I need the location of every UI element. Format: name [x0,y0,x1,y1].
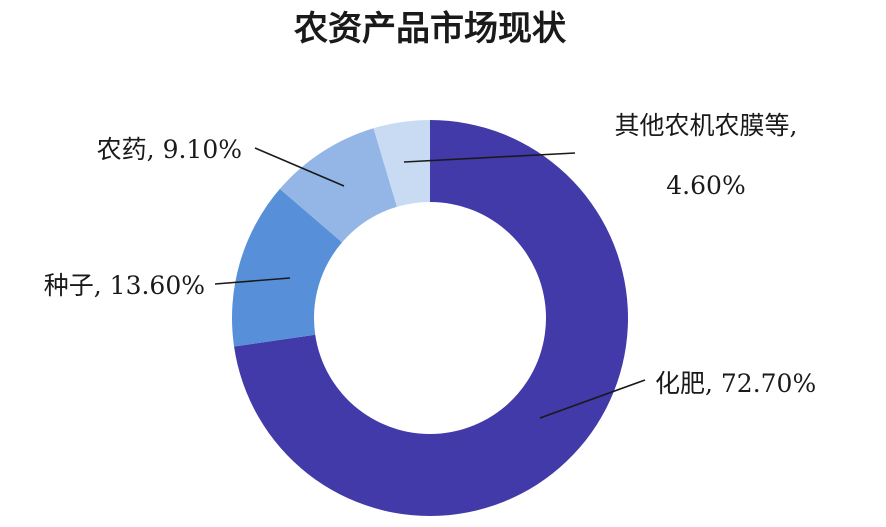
slice-label-0: 化肥, 72.70% [655,369,816,398]
leader-lines [214,147,646,419]
chart-title: 农资产品市场现状 [294,9,567,49]
slice-label-3-value: 4.60% [666,171,745,200]
slice-0 [234,120,628,516]
slice-3 [373,120,430,207]
slice-2 [279,128,397,243]
slice-labels: 化肥, 72.70% 种子, 13.60% 农药, 9.10% 其他农机农膜等, 4.6… [44,111,816,398]
slice-label-1: 种子, 13.60% [44,271,205,300]
leader-line-2 [254,147,345,187]
slice-label-2: 农药, 9.10% [97,135,242,164]
donut-slices [232,120,628,516]
slice-1 [232,188,343,347]
slice-label-3-name: 其他农机农膜等, [615,111,798,140]
leader-line-0 [539,379,646,419]
leader-line-3 [403,152,576,163]
leader-line-1 [214,277,291,285]
